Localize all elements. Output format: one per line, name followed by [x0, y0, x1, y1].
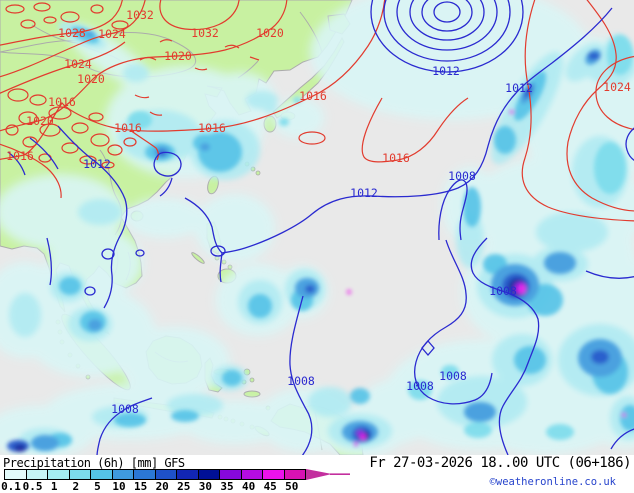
isobar-label-1016: 1016: [114, 121, 142, 135]
map-area: 1032 1032 1020 1028 1024 1020 1024 1020 1016 1020…: [0, 0, 634, 455]
legend-tick-label: 20: [155, 480, 169, 493]
forecast-datetime: Fr 27-03-2026 18..00 UTC (06+186): [369, 455, 631, 471]
isobar-label-1028: 1028: [58, 26, 86, 40]
isobar-low-layer: [7, 0, 634, 455]
legend-tick-label: 45: [263, 480, 277, 493]
legend-tick-label: 2: [72, 480, 80, 493]
isobar-label-1016: 1016: [299, 89, 327, 103]
isobar-label-1008: 1008: [287, 374, 315, 388]
isobar-label-1016: 1016: [48, 95, 76, 109]
isobar-label-1008: 1008: [489, 284, 517, 298]
legend-cell-20: [154, 469, 177, 480]
legend-cell-50: [283, 469, 306, 480]
isobar-label-1024: 1024: [603, 80, 631, 94]
legend-cell-1: [47, 469, 70, 480]
isobar-label-1016: 1016: [198, 121, 226, 135]
legend-cell-25: [176, 469, 199, 480]
legend-cell-15: [133, 469, 156, 480]
isobar-label-1012: 1012: [505, 81, 533, 95]
isobar-label-1008: 1008: [448, 169, 476, 183]
legend-tick-label: 35: [220, 480, 234, 493]
isobar-label-1008: 1008: [111, 402, 139, 416]
legend-cell-45: [262, 469, 285, 480]
isobar-label-1012: 1012: [350, 186, 378, 200]
isobar-label-1020: 1020: [77, 72, 105, 86]
legend-tick-label: 10: [112, 480, 126, 493]
footer-bar: Precipitation (6h) [mm] GFS Fr 27-03-202…: [0, 455, 634, 493]
legend-tick-label: 15: [133, 480, 148, 493]
legend-cell-30: [197, 469, 220, 480]
isobar-label-1012: 1012: [432, 64, 460, 78]
isobar-high-layer: [0, 0, 634, 222]
legend-tick-label: 50: [285, 480, 299, 493]
legend-tick-label: 0.5: [22, 480, 43, 493]
isobar-label-1024: 1024: [98, 27, 126, 41]
copyright-link[interactable]: ©weatheronline.co.uk: [489, 476, 616, 488]
legend-cell-0.5: [25, 469, 48, 480]
legend-cell-10: [111, 469, 134, 480]
isobar-label-1020: 1020: [26, 114, 54, 128]
legend-colorbar: [4, 469, 306, 480]
legend-tick-label: 0.1: [1, 480, 21, 493]
legend-cell-40: [240, 469, 263, 480]
legend-tick-label: 1: [50, 480, 58, 493]
legend-cell-5: [90, 469, 113, 480]
isobar-label-1024: 1024: [64, 57, 92, 71]
map-title: Precipitation (6h) [mm] GFS: [3, 456, 185, 470]
isobar-label-1020: 1020: [164, 49, 192, 63]
legend-tick-label: 25: [177, 480, 191, 493]
isobar-label-1008: 1008: [439, 369, 467, 383]
legend-cell-0.1: [4, 469, 27, 480]
isobar-label-1016: 1016: [382, 151, 410, 165]
legend-arrow-icon: [306, 469, 350, 480]
legend-tick-label: 30: [198, 480, 213, 493]
legend-tick-label: 5: [94, 480, 101, 493]
isobar-label-1032: 1032: [191, 26, 219, 40]
legend-tick-labels: 0.1 0.5 1 2 5 10 15 20 25 30 35 40 45 50: [1, 480, 344, 493]
legend-cell-2: [68, 469, 91, 480]
legend-cell-35: [219, 469, 242, 480]
isobar-label-1032: 1032: [126, 8, 154, 22]
isobar-label-1020: 1020: [256, 26, 284, 40]
isobar-label-1008: 1008: [406, 379, 434, 393]
legend-tick-label: 40: [241, 480, 256, 493]
isobar-label-1012: 1012: [83, 157, 111, 171]
isobar-label-1016: 1016: [6, 149, 34, 163]
